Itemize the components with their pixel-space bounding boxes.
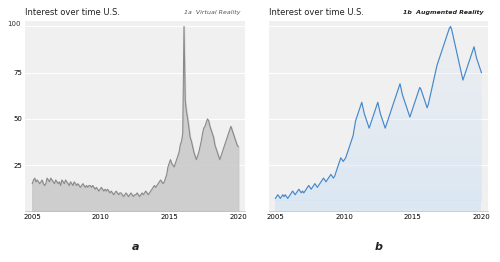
X-axis label: b: b <box>374 242 382 252</box>
Text: Interest over time U.S.: Interest over time U.S. <box>268 8 364 17</box>
X-axis label: a: a <box>132 242 139 252</box>
Text: 1b  Augmented Reality: 1b Augmented Reality <box>404 10 484 15</box>
Text: 100: 100 <box>8 21 21 27</box>
Text: Interest over time U.S.: Interest over time U.S. <box>26 8 120 17</box>
Text: 1a  Virtual Reality: 1a Virtual Reality <box>184 10 240 15</box>
